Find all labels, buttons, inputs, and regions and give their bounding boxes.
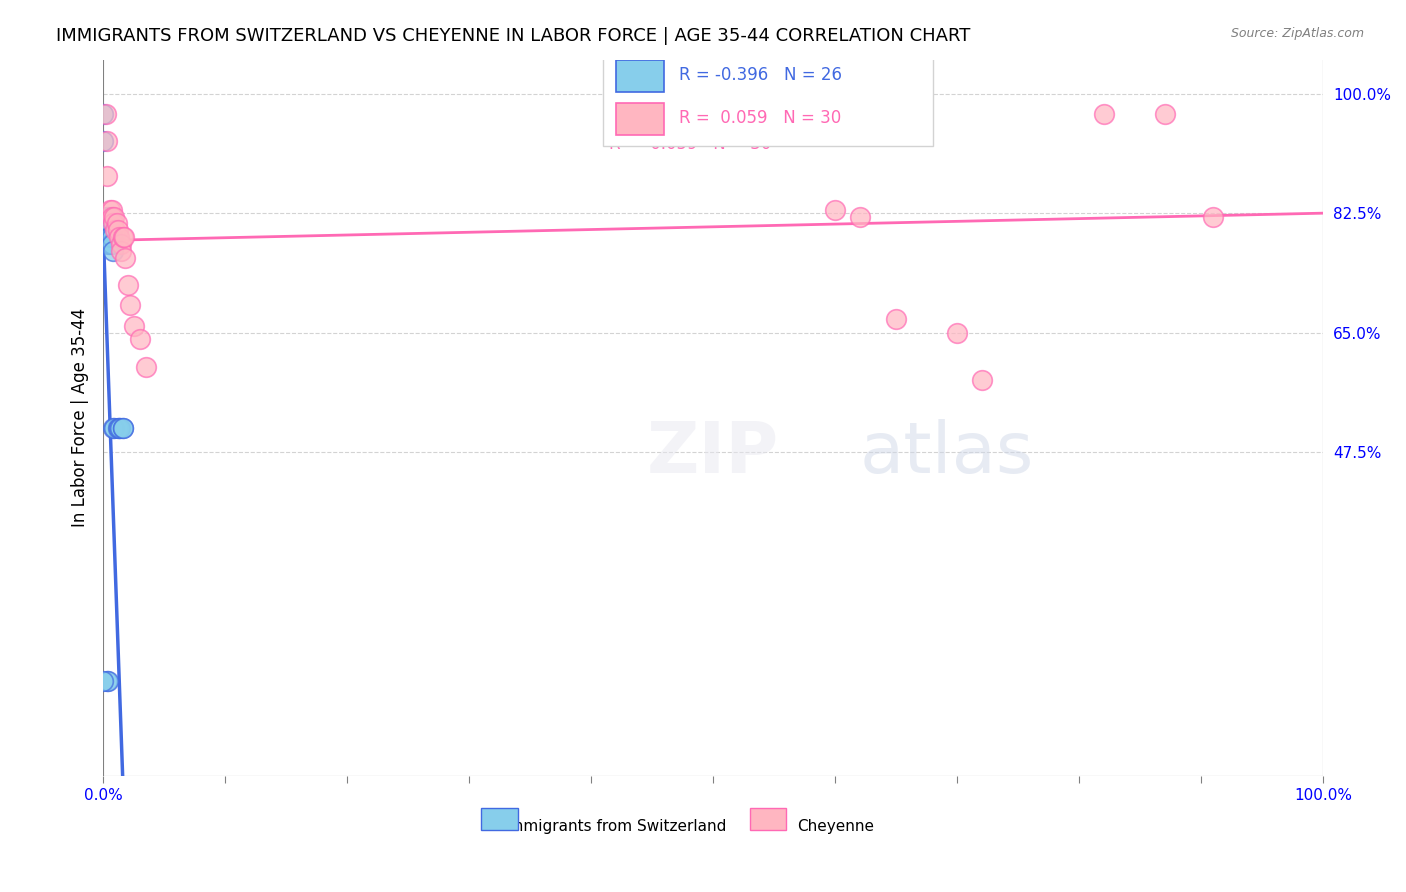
Point (100, 230, 122, 244)
Point (1202, 210, 1225, 224)
Point (135, 359, 157, 374)
Point (111, 230, 134, 244)
Point (96, 210, 118, 224)
Point (104, 223, 127, 237)
Point (128, 333, 150, 347)
Point (114, 251, 136, 265)
Text: IMMIGRANTS FROM SWITZERLAND VS CHEYENNE IN LABOR FORCE | AGE 35-44 CORRELATION C: IMMIGRANTS FROM SWITZERLAND VS CHEYENNE … (56, 27, 970, 45)
Point (98, 230, 121, 244)
Point (100, 202, 122, 217)
Point (101, 244, 124, 258)
Text: R =  0.059   N = 30: R = 0.059 N = 30 (609, 135, 772, 153)
Point (1153, 107, 1175, 121)
Point (107, 421, 129, 435)
Point (100, 236, 122, 251)
Point (110, 244, 132, 258)
Point (97, 673, 120, 688)
Point (96, 223, 118, 237)
Text: Immigrants from Switzerland: Immigrants from Switzerland (505, 819, 727, 834)
Point (101, 216, 124, 230)
FancyBboxPatch shape (616, 60, 665, 92)
FancyBboxPatch shape (749, 808, 786, 830)
Y-axis label: In Labor Force | Age 35-44: In Labor Force | Age 35-44 (72, 309, 89, 527)
Point (91, 107, 114, 121)
Point (108, 230, 131, 244)
Point (100, 236, 122, 251)
Text: atlas: atlas (859, 419, 1033, 488)
Text: R = -0.396   N = 26: R = -0.396 N = 26 (679, 66, 842, 85)
Point (100, 210, 122, 224)
Text: ZIP: ZIP (647, 419, 779, 488)
Text: Cheyenne: Cheyenne (797, 819, 873, 834)
FancyBboxPatch shape (481, 808, 517, 830)
Point (96, 135, 118, 149)
Point (111, 421, 134, 435)
Text: Source: ZipAtlas.com: Source: ZipAtlas.com (1230, 27, 1364, 40)
Point (946, 326, 969, 340)
Point (108, 421, 131, 435)
Point (96, 230, 118, 244)
Point (112, 230, 135, 244)
Point (101, 421, 124, 435)
Point (107, 223, 129, 237)
Point (103, 210, 125, 224)
Point (91, 673, 114, 688)
Text: R = -0.396   N = 26: R = -0.396 N = 26 (609, 85, 772, 103)
Point (970, 373, 993, 387)
Point (884, 312, 907, 326)
Point (96, 210, 118, 224)
Point (824, 202, 846, 217)
FancyBboxPatch shape (616, 103, 665, 135)
Point (100, 230, 122, 244)
Point (98, 223, 121, 237)
Point (117, 277, 139, 292)
Point (118, 298, 141, 312)
Point (100, 202, 122, 217)
Point (108, 421, 131, 435)
Point (105, 216, 128, 230)
Point (96, 673, 118, 688)
Point (94, 107, 117, 121)
Point (1092, 107, 1115, 121)
Point (97, 236, 120, 251)
Point (110, 236, 132, 251)
Point (98, 210, 121, 224)
Point (122, 318, 145, 333)
Point (97, 230, 120, 244)
Text: R =  0.059   N = 30: R = 0.059 N = 30 (679, 110, 841, 128)
FancyBboxPatch shape (603, 45, 932, 145)
Point (111, 421, 134, 435)
Point (103, 421, 125, 435)
Point (96, 169, 118, 183)
Point (848, 210, 870, 224)
Point (91, 135, 114, 149)
